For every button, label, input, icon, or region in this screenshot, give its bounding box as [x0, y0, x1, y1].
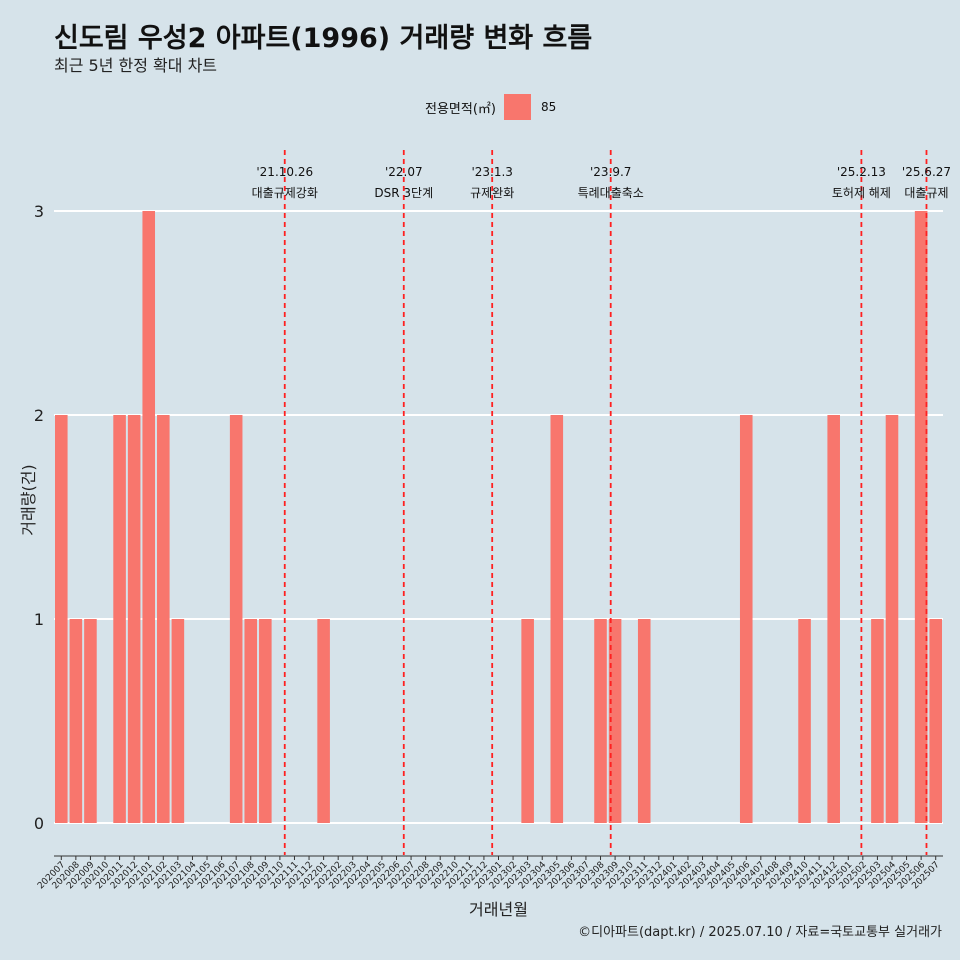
bar	[608, 619, 622, 823]
bar	[521, 619, 534, 823]
bar	[142, 211, 156, 823]
chart-title: 신도림 우성2 아파트(1996) 거래량 변화 흐름	[54, 23, 593, 54]
legend-label: 85	[540, 100, 557, 114]
x-axis-title: 거래년월	[469, 900, 528, 919]
bar	[594, 619, 607, 823]
event-date: '25.2.13	[837, 165, 886, 179]
bar	[871, 619, 884, 823]
bar	[739, 415, 753, 823]
event-date: '22.07	[385, 165, 423, 179]
y-tick-label: 0	[34, 814, 44, 833]
event-date: '21.10.26	[256, 165, 313, 179]
y-tick-label: 1	[34, 610, 44, 629]
event-label: 특례대출축소	[578, 186, 644, 200]
bar	[171, 619, 185, 823]
bar	[157, 415, 170, 823]
event-label: DSR 3단계	[374, 186, 433, 200]
bar	[55, 415, 68, 823]
bar	[127, 415, 141, 823]
bar	[244, 619, 258, 823]
bar	[229, 415, 243, 823]
bar	[550, 415, 564, 823]
legend: 전용면적(㎡) 85	[425, 94, 556, 120]
event-label: 규제완화	[470, 186, 514, 200]
event-label: 대출규제	[904, 186, 948, 200]
bar	[84, 619, 97, 823]
source-caption: ©디아파트(dapt.kr) / 2025.07.10 / 자료=국토교통부 실…	[578, 925, 942, 940]
chart-subtitle: 최근 5년 한정 확대 차트	[54, 56, 218, 75]
event-date: '23.9.7	[590, 165, 631, 179]
bar	[885, 415, 899, 823]
event-date: '25.6.27	[902, 165, 951, 179]
event-label: 토허제 해제	[832, 186, 891, 200]
bar	[914, 211, 928, 823]
bar	[69, 619, 83, 823]
bar	[798, 619, 811, 823]
bar	[637, 619, 651, 823]
y-tick-label: 3	[34, 202, 44, 221]
event-date: '23.1.3	[471, 165, 512, 179]
y-tick-label: 2	[34, 406, 44, 425]
bar	[317, 619, 330, 823]
bar	[259, 619, 272, 823]
event-label: 대출규제강화	[252, 186, 318, 200]
legend-title: 전용면적(㎡)	[425, 101, 496, 117]
bar	[929, 619, 942, 823]
bar	[827, 415, 840, 823]
y-axis-title: 거래량(건)	[19, 464, 38, 535]
legend-swatch	[503, 94, 531, 120]
bar	[113, 415, 126, 823]
